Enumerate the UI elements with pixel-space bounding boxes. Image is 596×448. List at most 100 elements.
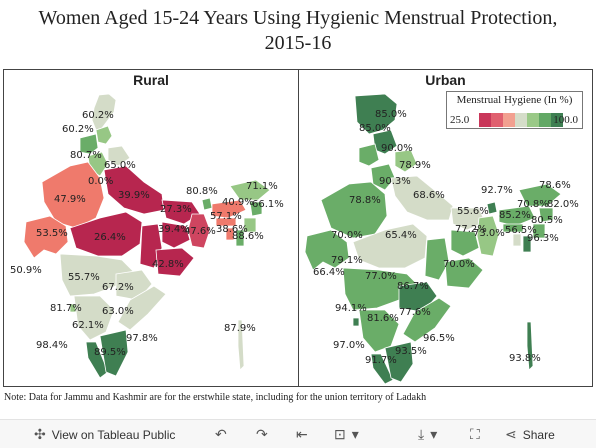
tableau-logo-icon: ✣ [34, 426, 46, 442]
urban-region-karnataka[interactable] [358, 309, 400, 353]
revert-button[interactable]: ⇤ [296, 426, 308, 443]
undo-button[interactable]: ↶ [215, 426, 227, 443]
urban-region-manipur[interactable] [532, 223, 546, 239]
rural-label-lakshadweep: 98.4% [36, 340, 68, 351]
urban-label-manipur: 80.5% [531, 215, 563, 226]
urban-region-meghalaya[interactable] [502, 223, 524, 233]
rural-label-andhra: 63.0% [102, 306, 134, 317]
urban-region-jharkhand[interactable] [450, 229, 480, 257]
rural-region-west-bengal[interactable] [187, 213, 211, 249]
urban-region-arunachal[interactable] [518, 183, 562, 207]
urban-label-daman: 79.1% [331, 255, 363, 266]
rural-region-tamil-nadu[interactable] [99, 329, 129, 377]
urban-region-assam[interactable] [498, 205, 536, 227]
urban-region-andaman[interactable] [526, 321, 534, 371]
rural-panel-title: Rural [133, 72, 169, 88]
urban-label-arunachal: 78.6% [539, 180, 571, 191]
rural-label-telangana: 67.2% [102, 282, 134, 293]
rural-region-tripura[interactable] [225, 227, 235, 241]
urban-label-mizoram: 96.3% [527, 233, 559, 244]
rural-map[interactable]: 60.2% 60.2% 80.7%65.0% 0.0%47.9% 39.9% 27.3% 5… [4, 90, 298, 386]
urban-label-karnataka: 81.6% [367, 313, 399, 324]
rural-region-punjab[interactable] [79, 133, 99, 155]
pause-button[interactable]: ⊡ ▾ [334, 426, 359, 443]
urban-map-panel[interactable]: Urban [298, 69, 593, 387]
legend-swatch-2 [491, 113, 503, 127]
urban-region-tamil-nadu[interactable] [384, 341, 414, 383]
urban-region-jammu-kashmir[interactable] [354, 93, 398, 135]
rural-region-madhya-pradesh[interactable] [69, 211, 143, 257]
urban-region-uttar-pradesh[interactable] [390, 175, 454, 221]
fullscreen-button[interactable]: ⛶ [470, 426, 480, 443]
urban-region-kerala[interactable] [370, 353, 394, 385]
rural-label-uttar-pradesh: 39.9% [118, 190, 150, 201]
urban-region-punjab[interactable] [358, 143, 380, 167]
rural-map-panel[interactable]: Rural [3, 69, 299, 387]
rural-region-sikkim[interactable] [201, 197, 213, 211]
rural-region-arunachal[interactable] [229, 179, 271, 201]
urban-label-andaman: 93.8% [509, 353, 541, 364]
urban-region-mizoram[interactable] [522, 235, 532, 253]
rural-label-uttarakhand: 65.0% [104, 160, 136, 171]
urban-label-assam: 70.8% [517, 199, 549, 210]
share-label: Share [522, 427, 555, 442]
rural-region-karnataka[interactable] [73, 295, 115, 341]
rural-label-meghalaya: 57.1% [210, 211, 242, 222]
urban-label-uttar-pradesh: 68.6% [413, 190, 445, 201]
rural-region-meghalaya[interactable] [215, 217, 237, 227]
rural-region-rajasthan[interactable] [41, 161, 105, 229]
legend-swatch-5 [527, 113, 539, 127]
urban-region-odisha[interactable] [444, 257, 484, 289]
urban-region-tripura[interactable] [512, 233, 522, 247]
rural-region-andhra[interactable] [117, 285, 167, 331]
footnote: Note: Data for Jammu and Kashmir are for… [4, 392, 427, 403]
rural-region-jharkhand[interactable] [161, 221, 191, 249]
rural-region-gujarat[interactable] [23, 215, 69, 259]
urban-region-rajasthan[interactable] [320, 181, 388, 239]
urban-region-gujarat[interactable] [304, 229, 350, 271]
fullscreen-icon: ⛶ [470, 426, 480, 442]
rural-region-uttarakhand[interactable] [107, 145, 131, 167]
urban-label-tamil-nadu: 93.5% [395, 346, 427, 357]
rural-region-jammu-kashmir[interactable] [91, 93, 117, 131]
rural-label-tamil-nadu: 89.5% [94, 347, 126, 358]
share-button[interactable]: ⋖ Share [505, 426, 555, 443]
pause-icon: ⊡ [334, 426, 346, 442]
urban-label-lakshadweep: 97.0% [333, 340, 365, 351]
rural-region-assam[interactable] [211, 199, 247, 219]
rural-label-puducherry: 97.8% [126, 333, 158, 344]
urban-region-madhya-pradesh[interactable] [352, 223, 428, 269]
urban-label-uttarakhand: 78.9% [399, 160, 431, 171]
urban-label-tripura: 56.5% [505, 225, 537, 236]
urban-region-chhattisgarh[interactable] [424, 237, 450, 281]
rural-region-nagaland[interactable] [249, 201, 263, 217]
download-chevron-icon: ▾ [430, 426, 438, 442]
redo-button[interactable]: ↷ [256, 426, 268, 443]
rural-region-manipur[interactable] [243, 217, 257, 233]
rural-region-mizoram[interactable] [235, 229, 245, 247]
view-on-tableau-public-button[interactable]: ✣ View on Tableau Public [34, 426, 175, 443]
rural-region-himachal[interactable] [95, 125, 113, 145]
download-button[interactable]: ⤓ ▾ [418, 426, 437, 443]
urban-region-goa[interactable] [352, 317, 360, 327]
urban-map[interactable]: 85.0% 85.0% 90.0% 78.9% 90.3% 78.8% 68.6% 55.6%… [299, 90, 592, 386]
rural-region-andaman[interactable] [237, 319, 245, 371]
urban-region-andhra[interactable] [402, 297, 452, 343]
urban-label-jammu-kashmir-2: 85.0% [359, 123, 391, 134]
urban-region-nagaland[interactable] [538, 207, 554, 223]
urban-label-bihar: 55.6% [457, 206, 489, 217]
rural-label-maharashtra: 55.7% [68, 272, 100, 283]
urban-region-uttarakhand[interactable] [394, 149, 418, 173]
rural-label-karnataka: 62.1% [72, 320, 104, 331]
urban-region-west-bengal[interactable] [476, 215, 500, 257]
urban-label-telangana: 86.7% [397, 281, 429, 292]
urban-label-andhra: 77.6% [399, 307, 431, 318]
rural-region-kerala[interactable] [85, 341, 109, 379]
rural-label-goa: 81.7% [50, 303, 82, 314]
rural-region-odisha[interactable] [155, 247, 195, 277]
urban-region-haryana[interactable] [370, 163, 396, 191]
urban-region-sikkim[interactable] [486, 201, 498, 215]
urban-region-bihar[interactable] [450, 207, 486, 231]
color-legend: Menstrual Hygiene (In %) 25.0 100.0 [446, 91, 583, 129]
urban-label-dadra: 66.4% [313, 267, 345, 278]
